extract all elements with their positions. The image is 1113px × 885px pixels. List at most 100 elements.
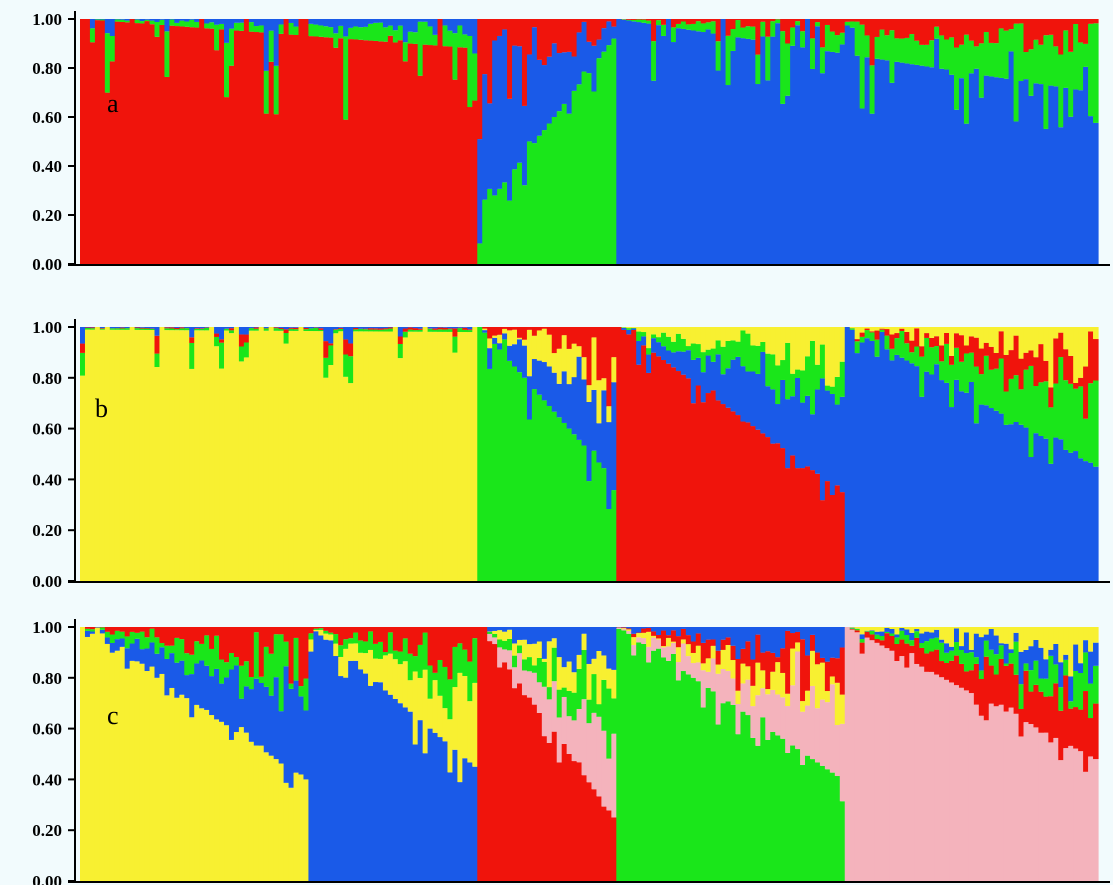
bar-segment (576, 84, 583, 264)
bar-segment (829, 19, 836, 32)
bar-segment (561, 371, 568, 423)
bar-segment (656, 337, 662, 343)
bar-segment (382, 331, 389, 581)
panel-label-b: b (95, 394, 108, 423)
bar-segment (919, 396, 925, 581)
bar-segment (988, 19, 995, 43)
bar-segment (154, 677, 161, 881)
bar-segment (690, 23, 697, 31)
bar-segment (780, 19, 786, 32)
bar-segment (556, 111, 563, 265)
bar-segment (646, 627, 652, 632)
bar-segment (1093, 665, 1099, 704)
bar-segment (526, 419, 533, 581)
bar-segment (805, 19, 811, 264)
bar-segment (586, 699, 593, 724)
bar-segment (149, 628, 156, 643)
bar-segment (318, 635, 324, 881)
bar-segment (675, 647, 682, 663)
bar-segment (800, 402, 806, 469)
bar-segment (824, 691, 831, 703)
bar-segment (1003, 78, 1010, 264)
bar-segment (636, 633, 642, 638)
bar-segment (924, 66, 930, 264)
bar-segment (1088, 19, 1094, 24)
bar-segment (541, 736, 548, 881)
bar-segment (720, 639, 727, 650)
bar-segment (780, 379, 786, 449)
bar-segment (1073, 89, 1079, 264)
bar-segment (700, 23, 707, 33)
bar-segment (571, 434, 578, 581)
bar-segment (561, 743, 568, 881)
bar-segment (924, 631, 930, 642)
bar-segment (934, 364, 940, 581)
bar-segment (914, 663, 920, 881)
bar-segment (437, 659, 444, 696)
bar-segment (983, 656, 990, 721)
bar-segment (303, 19, 310, 264)
bar-segment (988, 42, 995, 77)
bar-segment (521, 185, 528, 264)
bar-segment (303, 327, 310, 330)
bar-segment (243, 327, 250, 335)
bar-segment (760, 351, 766, 434)
bar-segment (859, 332, 866, 337)
bar-segment (993, 635, 1000, 655)
bar-segment (894, 627, 900, 635)
bar-segment (993, 410, 1000, 581)
bar-segment (978, 715, 985, 881)
bar-segment (119, 328, 126, 330)
bar-segment (631, 655, 637, 881)
bar-segment (720, 703, 727, 881)
bar-segment (730, 627, 737, 646)
bar-segment (139, 328, 146, 330)
bar-segment (462, 47, 468, 264)
bar-segment (427, 331, 434, 581)
bar-segment (353, 632, 359, 644)
bar-segment (124, 20, 131, 23)
bar-segment (189, 717, 195, 881)
bar-segment (735, 356, 742, 416)
bar-segment (1083, 771, 1089, 881)
bar-segment (526, 671, 533, 698)
bar-segment (1018, 708, 1025, 737)
bar-segment (715, 354, 722, 401)
bar-segment (184, 698, 190, 881)
bar-segment (492, 644, 498, 881)
bar-segment (209, 327, 215, 581)
bar-segment (904, 360, 910, 581)
bar-segment (447, 19, 454, 31)
bar-segment (621, 329, 627, 581)
bar-segment (412, 328, 419, 331)
bar-segment (551, 43, 558, 117)
bar-segment (730, 678, 737, 705)
bar-segment (1053, 338, 1059, 384)
bar-segment (338, 656, 344, 677)
bar-segment (1068, 745, 1074, 881)
bar-segment (199, 660, 205, 709)
bar-segment (84, 636, 91, 881)
bar-segment (958, 335, 965, 362)
bar-segment (238, 698, 245, 728)
bar-segment (189, 19, 195, 28)
bar-segment (879, 29, 886, 60)
bar-segment (541, 130, 548, 264)
bar-segment (680, 643, 687, 672)
bar-segment (834, 19, 841, 36)
bar-segment (988, 346, 995, 370)
bar-segment (1028, 365, 1035, 458)
bar-segment (884, 327, 891, 330)
bar-segment (238, 30, 245, 264)
bar-segment (1073, 327, 1079, 383)
bar-segment (323, 377, 329, 581)
bar-segment (1033, 627, 1040, 640)
bar-segment (387, 327, 394, 328)
bar-segment (104, 637, 111, 644)
bar-segment (457, 331, 463, 581)
bar-segment (1073, 382, 1079, 389)
bar-segment (487, 627, 493, 632)
bar-segment (343, 36, 349, 120)
bar-segment (795, 327, 801, 370)
bar-segment (144, 627, 151, 638)
